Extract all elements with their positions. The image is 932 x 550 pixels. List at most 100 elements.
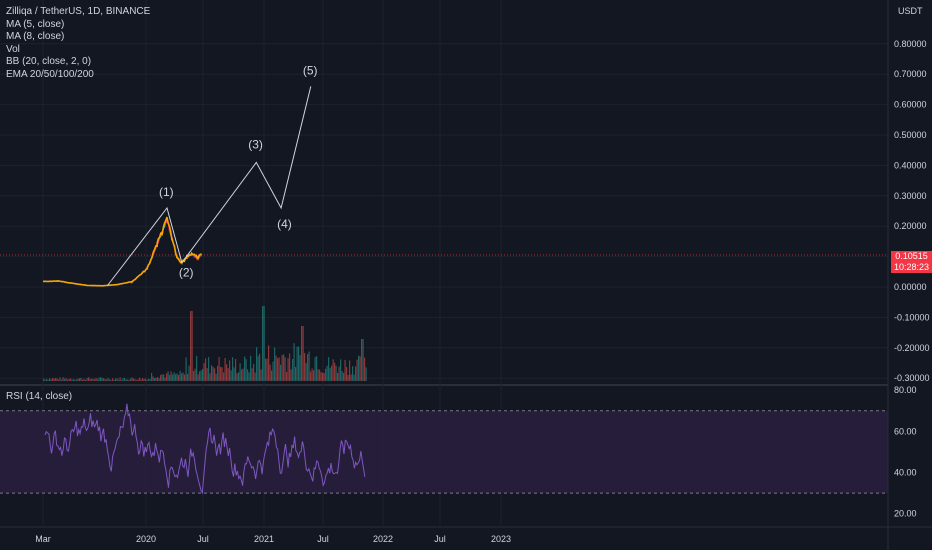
- wave-label: (3): [248, 137, 263, 151]
- volume-bar: [112, 378, 114, 381]
- volume-bar: [157, 377, 159, 381]
- indicator-ma8[interactable]: MA (8, close): [6, 31, 65, 43]
- volume-bar: [110, 380, 112, 381]
- volume-bar: [191, 311, 193, 381]
- volume-bar: [43, 378, 45, 381]
- volume-bar: [65, 378, 67, 381]
- volume-bar: [329, 367, 331, 381]
- volume-bar: [80, 377, 82, 381]
- volume-bar: [362, 339, 364, 381]
- rsi-tick-label: 40.00: [894, 468, 917, 478]
- wave-label: (2): [179, 266, 194, 280]
- volume-bar: [58, 379, 60, 381]
- indicator-vol[interactable]: Vol: [6, 43, 20, 55]
- x-tick-label: 2023: [491, 534, 511, 544]
- indicator-ema[interactable]: EMA 20/50/100/200: [6, 68, 94, 80]
- volume-bar: [287, 358, 289, 381]
- volume-bar: [70, 378, 72, 381]
- volume-bar: [295, 366, 297, 381]
- volume-bar: [131, 377, 133, 381]
- volume-bar: [130, 378, 132, 381]
- x-tick-label: Jul: [197, 534, 209, 544]
- volume-bar: [172, 374, 174, 381]
- rsi-tick-label: 20.00: [894, 509, 917, 519]
- volume-bar: [89, 378, 91, 381]
- y-tick-label: -0.30000: [894, 373, 930, 383]
- volume-bar: [59, 377, 61, 381]
- volume-bar: [161, 374, 163, 381]
- indicator-bb[interactable]: BB (20, close, 2, 0): [6, 56, 92, 68]
- volume-bar: [116, 378, 118, 381]
- volume-bar: [107, 378, 109, 381]
- volume-bar: [281, 354, 283, 381]
- volume-bar: [179, 370, 181, 381]
- volume-bar: [323, 372, 325, 381]
- rsi-band: [0, 410, 888, 494]
- symbol-title[interactable]: Zilliqa / TetherUS, 1D, BINANCE: [6, 6, 151, 17]
- volume-bar: [106, 379, 108, 381]
- price-series: [42, 216, 202, 287]
- indicator-ma5[interactable]: MA (5, close): [6, 18, 65, 30]
- volume-bar: [307, 354, 309, 381]
- volume-bar: [125, 379, 127, 381]
- volume-bar: [208, 357, 210, 381]
- volume-bar: [365, 367, 367, 381]
- volume-bar: [193, 370, 195, 381]
- volume-bar: [206, 368, 208, 381]
- volume-bar: [142, 378, 144, 381]
- volume-bar: [280, 364, 282, 381]
- volume-bar: [100, 377, 102, 381]
- volume-bar: [55, 378, 57, 381]
- volume-bar: [304, 353, 306, 381]
- elliott-wave-projection[interactable]: (1) (2) (3) (4) (5): [107, 63, 318, 286]
- volume-bar: [76, 379, 78, 381]
- volume-bar: [337, 372, 339, 381]
- chart-legend: Zilliqa / TetherUS, 1D, BINANCE MA (5, c…: [6, 6, 150, 82]
- volume-bar: [158, 378, 160, 381]
- volume-bar: [164, 377, 166, 381]
- volume-bar: [178, 375, 180, 381]
- volume-bar: [313, 370, 315, 381]
- volume-bar: [140, 379, 142, 381]
- volume-bar: [230, 370, 232, 381]
- volume-bar: [212, 366, 214, 381]
- volume-bar: [344, 359, 346, 381]
- wave-path: [107, 86, 312, 286]
- volume-bar: [302, 326, 304, 381]
- volume-bar: [143, 378, 145, 381]
- volume-bar: [269, 364, 271, 381]
- volume-bar: [238, 372, 240, 381]
- volume-bar: [85, 379, 87, 381]
- x-tick-label: Mar: [35, 534, 51, 544]
- volume-bar: [109, 379, 111, 381]
- volume-bar: [218, 356, 220, 381]
- volume-bar: [64, 378, 66, 381]
- volume-bar: [224, 357, 226, 381]
- volume-bar: [77, 378, 79, 381]
- volume-bar: [149, 379, 151, 381]
- volume-bar: [268, 345, 270, 381]
- volume-bar: [361, 339, 363, 381]
- last-price-tag: 0.10515: [891, 251, 932, 262]
- y-tick-label: -0.10000: [894, 312, 930, 322]
- rsi-label[interactable]: RSI (14, close): [6, 391, 73, 402]
- volume-bar: [301, 326, 303, 381]
- volume-bar: [175, 374, 177, 381]
- volume-bar: [154, 377, 156, 381]
- volume-bar: [259, 353, 261, 381]
- volume-bar: [320, 372, 322, 381]
- volume-bar: [227, 368, 229, 381]
- volume-bar: [232, 357, 234, 381]
- volume-bar: [97, 379, 99, 381]
- currency-label[interactable]: USDT: [898, 6, 923, 16]
- volume-bar: [115, 378, 117, 381]
- volume-bar: [166, 373, 168, 381]
- x-tick-label: 2020: [136, 534, 156, 544]
- volume-bar: [121, 380, 123, 381]
- volume-bar: [83, 378, 85, 381]
- volume-bar: [355, 366, 357, 381]
- volume-bars: [43, 306, 367, 381]
- volume-bar: [167, 371, 169, 381]
- volume-bar: [202, 368, 204, 381]
